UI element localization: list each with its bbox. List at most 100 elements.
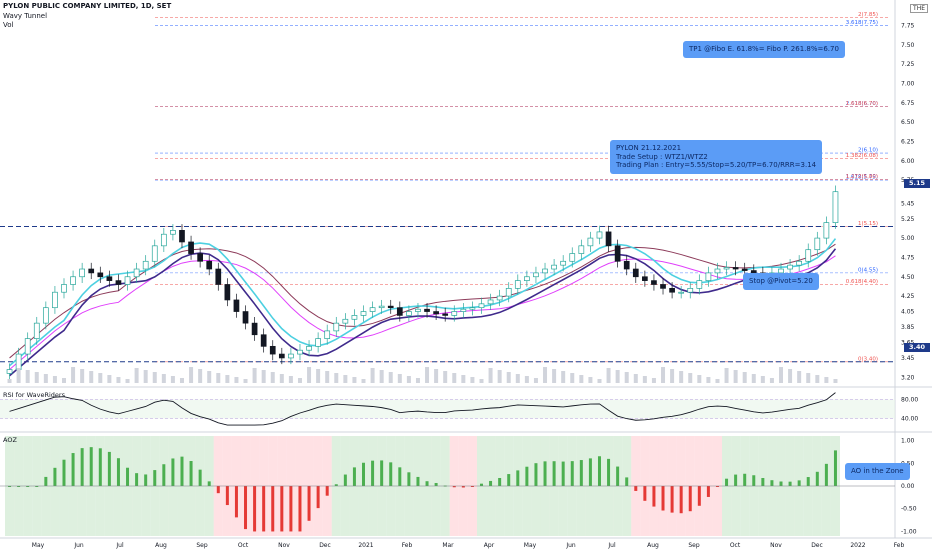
- candle-body: [433, 311, 439, 315]
- ao-bar: [688, 486, 692, 512]
- candle-body: [442, 313, 449, 316]
- volume-bar: [152, 372, 157, 383]
- y-tick-label: 7.25: [901, 61, 915, 68]
- candle-body: [741, 268, 748, 271]
- fib-level-label: 1(5.15): [858, 221, 878, 227]
- volume-bar: [488, 368, 493, 383]
- volume-bar: [207, 371, 212, 383]
- indicator-vol: Vol: [3, 21, 14, 29]
- volume-bar: [179, 378, 184, 383]
- candle-body: [115, 280, 122, 285]
- candle-body: [587, 237, 594, 247]
- ao-bar: [461, 486, 465, 488]
- candle-body: [133, 268, 140, 278]
- ao-bar: [634, 486, 638, 491]
- candle-body: [333, 322, 340, 332]
- candle-body: [179, 230, 185, 243]
- x-tick-label: Dec: [319, 542, 331, 549]
- ao-bar: [62, 459, 66, 486]
- ao-bar: [271, 486, 275, 532]
- ao-bar: [334, 484, 338, 486]
- ao-bar: [316, 486, 320, 509]
- ao-bar: [289, 486, 293, 532]
- volume-bar: [452, 373, 457, 383]
- x-tick-label: May: [524, 542, 537, 549]
- volume-bar: [16, 368, 21, 383]
- x-tick-label: Jul: [607, 542, 616, 549]
- ao-bar: [371, 460, 375, 486]
- fib-level-label: 0(3.40): [858, 356, 878, 362]
- ma-tunnel-cyan-line: [9, 238, 837, 367]
- ma-tunnel-purple-line: [9, 248, 837, 377]
- y-tick-label: 7.00: [901, 80, 915, 87]
- x-tick-label: Aug: [647, 542, 659, 549]
- volume-bar: [61, 378, 66, 383]
- ao-tick-label: 1.00: [901, 438, 915, 445]
- volume-bar: [434, 369, 439, 383]
- candle-body: [278, 353, 285, 359]
- candle-body: [315, 338, 321, 347]
- volume-bar: [143, 370, 148, 383]
- candle-body: [614, 245, 621, 262]
- volume-bar: [606, 368, 611, 383]
- volume-bar: [751, 374, 756, 383]
- volume-bar: [624, 372, 629, 383]
- candle-body: [460, 308, 467, 312]
- volume-bar: [234, 377, 239, 383]
- volume-bar: [706, 377, 711, 383]
- fib-level-label: 0.618(4.40): [846, 279, 878, 285]
- candle-body: [542, 268, 548, 274]
- fib-level-label: 2.618(6.70): [846, 101, 878, 107]
- candle-body: [487, 299, 494, 305]
- badge[interactable]: THE: [910, 4, 928, 13]
- candle-body: [151, 245, 158, 262]
- ao-bar: [525, 466, 529, 486]
- volume-bar: [633, 374, 638, 383]
- ao-bar: [516, 470, 520, 486]
- ao-bar: [534, 463, 538, 486]
- ao-bar: [552, 461, 556, 486]
- candle-body: [814, 237, 821, 251]
- ao-bar: [815, 471, 819, 486]
- candle-body: [269, 345, 276, 355]
- y-tick-label: 4.50: [901, 274, 915, 281]
- candle-body: [678, 291, 685, 294]
- y-tick-label: 3.65: [901, 339, 915, 346]
- ao-tick-label: -1.00: [901, 528, 917, 535]
- ao-bar: [788, 481, 792, 486]
- ma-slow-line: [9, 243, 836, 359]
- volume-bar: [415, 378, 420, 383]
- volume-bar: [243, 379, 248, 383]
- ao-bar: [262, 486, 266, 532]
- candle-body: [351, 315, 358, 320]
- ao-bar: [180, 456, 184, 486]
- candle-body: [415, 308, 421, 312]
- ao-bar: [706, 486, 710, 497]
- candle-body: [188, 241, 194, 254]
- ao-bar: [280, 486, 284, 532]
- volume-bar: [297, 378, 302, 383]
- ao-bar: [198, 469, 202, 486]
- candle-body: [669, 288, 675, 293]
- y-tick-label: 6.25: [901, 138, 915, 145]
- ao-bar: [625, 477, 629, 486]
- ao-bar: [652, 486, 656, 507]
- ao-bar: [734, 474, 738, 486]
- volume-bar: [116, 377, 121, 383]
- candle-body: [732, 267, 739, 270]
- candle-body: [569, 253, 576, 262]
- volume-bar: [225, 375, 230, 383]
- ao-bar: [697, 486, 701, 506]
- candle-body: [97, 272, 104, 278]
- x-tick-label: 2021: [358, 542, 373, 549]
- candle-body: [24, 338, 31, 355]
- candle-body: [260, 334, 267, 347]
- volume-bar: [824, 377, 829, 383]
- volume-bar: [724, 368, 729, 383]
- trading-plan-callout: PYLON 21.12.2021 Trade Setup : WTZ1/WTZ2…: [610, 140, 823, 174]
- price-tag-upper: 5.15: [904, 179, 930, 188]
- volume-bar: [661, 367, 666, 383]
- ao-bar: [824, 463, 828, 486]
- volume-bar: [89, 371, 94, 383]
